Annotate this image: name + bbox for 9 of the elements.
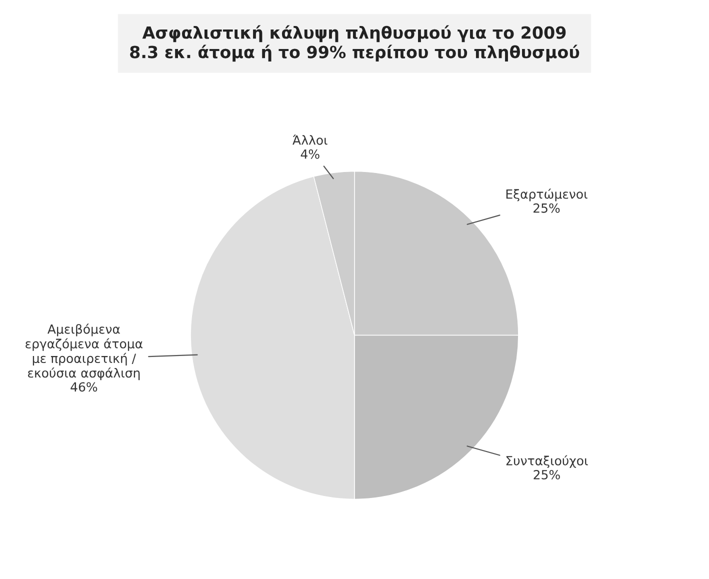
slice-label: Συνταξιούχοι (506, 455, 588, 468)
slice-label: Εξαρτώμενοι (506, 188, 588, 202)
slice-label: Αμειβόμενα εργαζόμενα άτομα με προαιρετική / εκούσια ασφάλιση (26, 324, 142, 380)
data-label: 46% (70, 382, 98, 392)
data-label: 25% (534, 203, 560, 213)
data-label: 4% (300, 149, 320, 159)
data-label: 25% (534, 470, 560, 480)
chart-title: Ασφαλιστική κάλυψη πληθυσμού για το 2009 8.3 εκ. άτομα ή το 99% περίπου του πληθυσμού (130, 25, 580, 62)
slice-label: Άλλοι (292, 134, 328, 145)
